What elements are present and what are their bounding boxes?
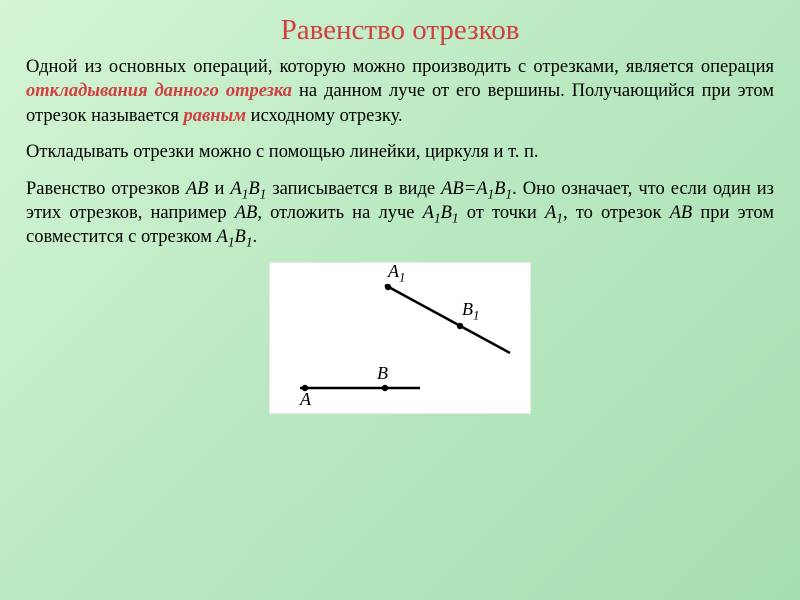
page-title: Равенство отрезков — [26, 14, 774, 47]
p3-c: записывается в виде — [266, 179, 441, 199]
paragraph-2: Откладывать отрезки можно с помощью лине… — [26, 140, 774, 164]
sym-eq: AB=A1B1 — [441, 179, 512, 199]
p1-text-a: Одной из основных операций, которую можн… — [26, 57, 774, 77]
sym-ab-2: AB — [235, 203, 258, 223]
paragraph-3: Равенство отрезков AB и A1B1 записываетс… — [26, 177, 774, 250]
p3-a: Равенство отрезков — [26, 179, 186, 199]
p3-f: от точки — [459, 203, 545, 223]
p3-b: и — [208, 179, 230, 199]
label-b: B — [377, 363, 388, 384]
p3-g: , то отрезок — [563, 203, 670, 223]
figure-container: A1 B1 A B — [26, 262, 774, 419]
p1-highlight-2: равным — [184, 106, 247, 126]
label-b1: B1 — [462, 299, 479, 320]
p3-i: . — [252, 227, 257, 247]
sym-ab-3: AB — [670, 203, 693, 223]
label-a: A — [300, 389, 311, 410]
p3-e: , отложить на луче — [257, 203, 422, 223]
sym-a1b1-3: A1B1 — [217, 227, 253, 247]
p1-text-c: исходному отрезку. — [246, 106, 403, 126]
sym-a1b1-1: A1B1 — [230, 179, 266, 199]
sym-a1b1-2: A1B1 — [423, 203, 459, 223]
paragraph-1: Одной из основных операций, которую можн… — [26, 55, 774, 128]
p1-highlight-1: откладывания данного отрезка — [26, 81, 292, 101]
label-a1: A1 — [388, 261, 405, 282]
segments-figure: A1 B1 A B — [269, 262, 531, 414]
sym-a1: A1 — [545, 203, 563, 223]
sym-ab-1: AB — [186, 179, 209, 199]
